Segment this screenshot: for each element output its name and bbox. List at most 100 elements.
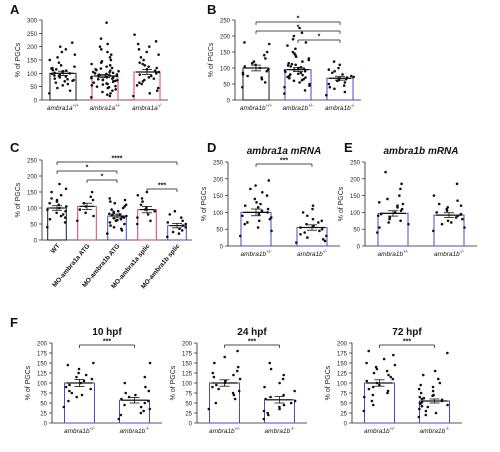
data-point bbox=[94, 68, 97, 71]
data-point bbox=[147, 76, 151, 79]
data-point bbox=[260, 76, 263, 79]
data-point bbox=[156, 86, 160, 90]
y-tick-label: 75 bbox=[185, 392, 192, 398]
data-point bbox=[99, 37, 103, 40]
bar bbox=[77, 205, 97, 241]
data-point bbox=[312, 224, 315, 228]
data-point bbox=[263, 385, 266, 389]
data-point bbox=[58, 182, 61, 186]
significance-label: *** bbox=[403, 339, 411, 346]
x-label-text: WT bbox=[50, 243, 62, 255]
data-point bbox=[382, 357, 386, 361]
data-point bbox=[110, 213, 114, 217]
data-point bbox=[68, 72, 72, 75]
data-point bbox=[433, 369, 437, 373]
data-point bbox=[58, 73, 62, 76]
data-point bbox=[77, 367, 81, 371]
data-point bbox=[296, 72, 300, 76]
significance-label: * bbox=[297, 25, 300, 32]
data-point bbox=[432, 229, 435, 233]
y-axis-label: % of PGCs bbox=[201, 186, 208, 221]
data-point bbox=[282, 373, 285, 377]
data-point bbox=[299, 226, 302, 229]
data-point bbox=[305, 222, 308, 226]
data-point bbox=[223, 381, 227, 385]
y-axis-label: % of PGCs bbox=[325, 365, 332, 400]
x-tick-label: ambra1b+/- bbox=[240, 249, 272, 258]
data-point bbox=[143, 375, 147, 379]
data-point bbox=[105, 72, 108, 76]
data-point bbox=[90, 84, 94, 87]
data-point bbox=[268, 217, 272, 221]
data-point bbox=[289, 401, 293, 405]
data-point bbox=[53, 71, 56, 75]
data-point bbox=[48, 217, 52, 221]
data-point bbox=[243, 222, 247, 226]
x-tick-label: ambra1a-/- bbox=[132, 103, 162, 112]
data-point bbox=[142, 409, 145, 413]
data-point bbox=[155, 89, 159, 92]
data-point bbox=[300, 31, 304, 35]
x-label-text: ambra1b bbox=[282, 105, 308, 112]
data-point bbox=[388, 216, 392, 219]
data-point bbox=[64, 385, 68, 389]
data-point bbox=[446, 206, 450, 209]
data-point bbox=[64, 216, 67, 219]
y-tick-label: 25 bbox=[185, 412, 192, 418]
data-point bbox=[64, 48, 68, 51]
data-point bbox=[143, 64, 147, 67]
data-point bbox=[114, 84, 117, 88]
data-point bbox=[111, 76, 115, 79]
y-tick-label: 150 bbox=[182, 362, 193, 368]
data-point bbox=[377, 201, 381, 204]
data-point bbox=[371, 393, 375, 397]
y-tick-label: 75 bbox=[340, 392, 347, 398]
data-point bbox=[454, 216, 458, 219]
data-point bbox=[264, 397, 267, 401]
data-point bbox=[124, 391, 127, 395]
x-label-text: ambra1a bbox=[132, 105, 158, 112]
data-point bbox=[282, 403, 286, 407]
data-point bbox=[294, 241, 298, 244]
data-point bbox=[123, 403, 126, 407]
data-point bbox=[342, 84, 346, 87]
data-point bbox=[386, 197, 389, 201]
y-tick-label: 0 bbox=[344, 422, 348, 428]
data-point bbox=[108, 221, 112, 224]
data-point bbox=[432, 393, 435, 397]
data-point bbox=[117, 417, 121, 421]
bar bbox=[242, 67, 270, 101]
x-tick-label: ambra1b+/+ bbox=[240, 103, 273, 112]
data-point bbox=[153, 69, 157, 72]
data-point bbox=[108, 212, 111, 216]
data-point bbox=[352, 75, 355, 79]
data-point bbox=[302, 77, 305, 81]
data-point bbox=[278, 405, 281, 409]
bar bbox=[240, 211, 272, 247]
data-point bbox=[365, 361, 368, 365]
y-tick-label: 150 bbox=[350, 194, 361, 200]
data-point bbox=[241, 71, 245, 75]
data-point bbox=[48, 201, 51, 205]
data-point bbox=[262, 53, 266, 57]
data-point bbox=[64, 187, 68, 191]
data-point bbox=[337, 78, 341, 82]
panel-title: 24 hpf bbox=[237, 327, 267, 338]
y-axis-label: % of PGCs bbox=[338, 186, 345, 221]
data-point bbox=[105, 232, 109, 235]
x-tick-label: ambra1b-/- bbox=[325, 103, 355, 112]
y-tick-label: 100 bbox=[182, 382, 193, 388]
data-point bbox=[449, 221, 453, 224]
data-point bbox=[263, 81, 267, 84]
data-point bbox=[393, 363, 397, 367]
data-point bbox=[254, 63, 257, 67]
data-point bbox=[116, 218, 119, 222]
data-point bbox=[436, 377, 440, 381]
x-label-superscript: +/- bbox=[390, 426, 396, 431]
data-point bbox=[157, 70, 161, 74]
y-tick-label: 100 bbox=[37, 382, 48, 388]
data-point bbox=[349, 74, 353, 78]
data-point bbox=[302, 67, 306, 70]
data-point bbox=[139, 411, 143, 415]
data-point bbox=[60, 50, 64, 54]
